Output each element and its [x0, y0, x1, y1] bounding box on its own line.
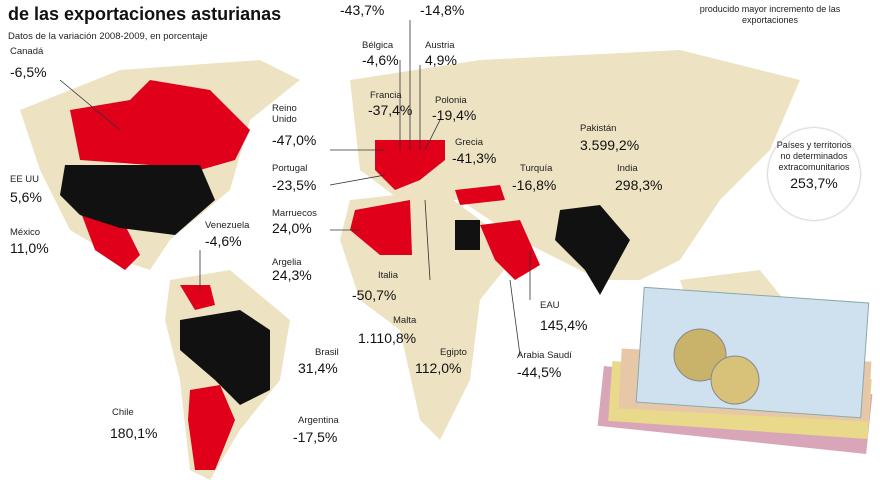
country-value: 1.110,8% — [358, 330, 417, 346]
country-value: 24,0% — [272, 220, 312, 236]
country-value: 180,1% — [110, 425, 158, 441]
country-name: Pakistán — [580, 123, 617, 134]
leader-lines — [59, 20, 531, 356]
country-name: Austria — [425, 40, 455, 51]
country-name: Argentina — [298, 415, 339, 426]
country-value: -50,7% — [352, 287, 397, 303]
country-name: Polonia — [435, 95, 467, 106]
country-value: 31,4% — [298, 360, 338, 376]
country-name: Francia — [370, 90, 402, 101]
country-name: Portugal — [272, 163, 308, 174]
country-value: -41,3% — [452, 150, 497, 166]
country-name: Malta — [393, 315, 417, 326]
country-name: Turquía — [520, 163, 553, 174]
country-value: -4,6% — [362, 52, 399, 68]
country-name: EE UU — [10, 174, 40, 185]
country-value: -44,5% — [517, 364, 562, 380]
country-name: EAU — [540, 300, 560, 311]
subtitle: Datos de la variación 2008-2009, en porc… — [8, 31, 208, 42]
country-value: -6,5% — [10, 64, 47, 80]
country-value: 4,9% — [425, 52, 457, 68]
country-value: -23,5% — [272, 177, 317, 193]
country-value: -47,0% — [272, 132, 317, 148]
country-value: -37,4% — [368, 102, 413, 118]
country-value: 3.599,2% — [580, 137, 640, 153]
country-value: 112,0% — [415, 360, 462, 376]
country-name: Marruecos — [272, 208, 317, 219]
country-name: Venezuela — [205, 220, 250, 231]
country-name: Chile — [112, 407, 134, 418]
country-name: Egipto — [440, 347, 467, 358]
country-name: Grecia — [455, 137, 483, 148]
cut-value: -43,7% — [340, 2, 385, 18]
country-name: Argelia — [272, 257, 302, 268]
country-name: Brasil — [315, 347, 339, 358]
country-value: -19,4% — [432, 107, 477, 123]
country-name: Arabia Saudí — [517, 350, 572, 361]
legend-text: producido mayor incremento de las export… — [699, 4, 841, 25]
country-name: Reino Unido — [272, 103, 297, 125]
highlight-increase — [60, 165, 630, 405]
highlight-decrease — [70, 80, 540, 470]
cut-value: -14,8% — [420, 2, 465, 18]
country-name: México — [10, 227, 41, 238]
banknotes — [597, 286, 873, 454]
country-value: -4,6% — [205, 233, 242, 249]
other-label: Países y territorios no determinados ext… — [776, 140, 852, 172]
country-value: 5,6% — [10, 189, 42, 205]
country-value: -17,5% — [293, 429, 338, 445]
country-value: 24,3% — [272, 267, 312, 283]
title: de las exportaciones asturianas — [8, 4, 282, 24]
country-value: -16,8% — [512, 177, 557, 193]
country-value: 11,0% — [10, 240, 49, 256]
country-name: Italia — [378, 270, 399, 281]
country-name: India — [617, 163, 638, 174]
other-value: 253,7% — [790, 175, 838, 191]
country-value: 145,4% — [540, 317, 588, 333]
other-circle: Países y territorios no determinados ext… — [768, 128, 860, 220]
country-value: 298,3% — [615, 177, 663, 193]
country-name: Canadá — [10, 46, 44, 57]
country-name: Bélgica — [362, 40, 394, 51]
